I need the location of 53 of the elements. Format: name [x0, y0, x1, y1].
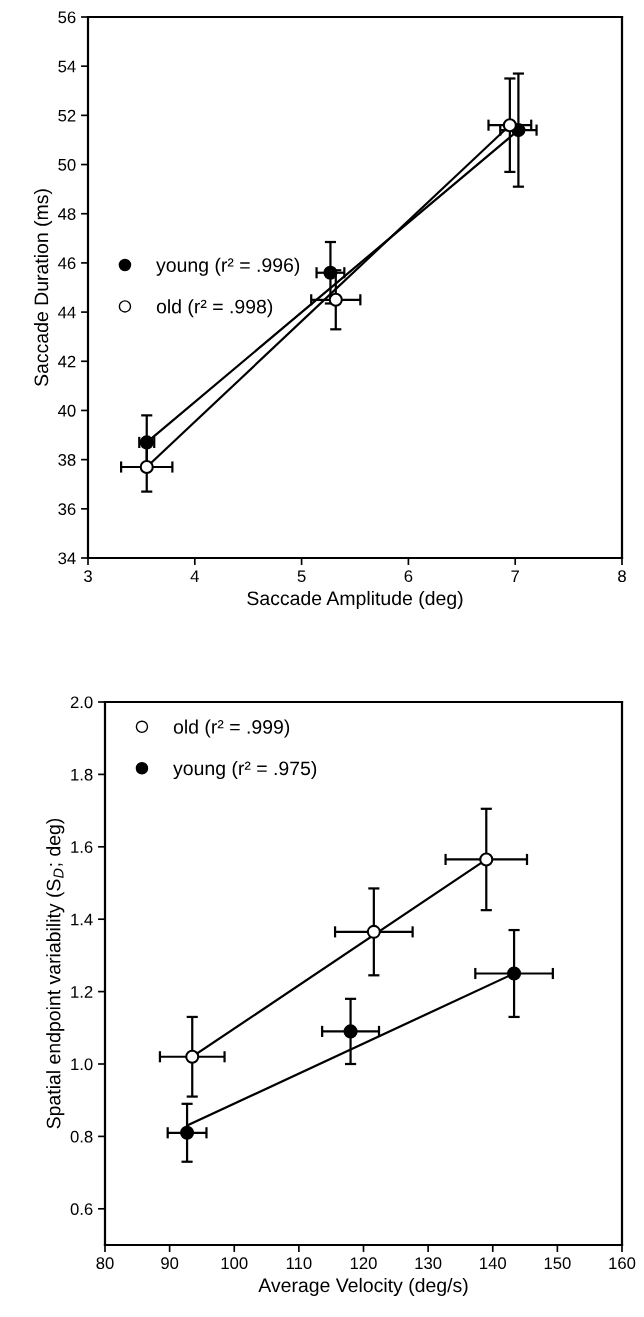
- x-tick-label: 160: [609, 1257, 636, 1270]
- x-tick-label: 7: [511, 570, 519, 582]
- x-tick-label: 140: [480, 1257, 506, 1270]
- x-tick-label: 5: [297, 570, 306, 583]
- point: [139, 459, 154, 475]
- point: [502, 118, 517, 133]
- x-tick-label: 6: [404, 570, 413, 583]
- y-tick-label: 0.8: [70, 1130, 93, 1143]
- point: [479, 852, 494, 867]
- y-tick-label: 52: [58, 109, 76, 122]
- y-tick-label: 48: [58, 208, 76, 220]
- y-tick-label: 1.4: [71, 913, 93, 926]
- y-axis-title: Saccade Duration (ms): [33, 189, 53, 387]
- x-tick-label: 3: [84, 570, 92, 583]
- y-tick-label: 50: [58, 158, 76, 171]
- point: [366, 924, 381, 939]
- x-tick-label: 130: [415, 1257, 442, 1270]
- point: [328, 292, 343, 307]
- legend-label: old (r² = .999): [173, 719, 290, 738]
- x-axis-title: Average Velocity (deg/s): [258, 1277, 468, 1297]
- y-tick-label: 1.6: [71, 841, 93, 853]
- x-tick-label: 150: [544, 1257, 571, 1270]
- point: [185, 1049, 200, 1064]
- x-tick-label: 90: [161, 1257, 179, 1270]
- y-tick-label: 0.6: [70, 1203, 93, 1215]
- point: [343, 1024, 358, 1039]
- x-tick-label: 120: [350, 1257, 377, 1270]
- y-tick-label: 46: [58, 257, 76, 270]
- x-axis-title: Saccade Amplitude (deg): [247, 590, 463, 610]
- x-tick-label: 4: [190, 570, 199, 582]
- y-tick-label: 42: [58, 355, 76, 368]
- x-tick-label: 100: [221, 1257, 248, 1270]
- y-tick-label: 1.0: [71, 1058, 93, 1071]
- point: [507, 966, 522, 981]
- point: [323, 265, 338, 280]
- y-tick-label: 34: [58, 552, 76, 565]
- x-tick-label: 110: [286, 1257, 312, 1270]
- y-tick-label: 40: [58, 404, 76, 417]
- legend-label: old (r² = .998): [156, 299, 273, 318]
- y-tick-label: 1.8: [71, 768, 93, 781]
- legend-label: young (r² = .996): [156, 257, 300, 276]
- y-tick-label: 36: [58, 503, 76, 516]
- x-tick-label: 80: [96, 1257, 114, 1270]
- y-tick-label: 2.0: [70, 696, 93, 709]
- y-axis-title: Spatial endpoint variability (S$_{D}$; deg): [46, 818, 65, 1129]
- point: [180, 1125, 195, 1140]
- legend-label: young (r² = .975): [173, 760, 317, 780]
- y-tick-label: 44: [58, 306, 76, 319]
- x-tick-label: 8: [618, 570, 626, 583]
- y-tick-label: 38: [58, 454, 76, 466]
- y-tick-label: 1.2: [71, 986, 93, 998]
- y-tick-label: 54: [58, 60, 76, 73]
- y-tick-label: 56: [58, 11, 76, 24]
